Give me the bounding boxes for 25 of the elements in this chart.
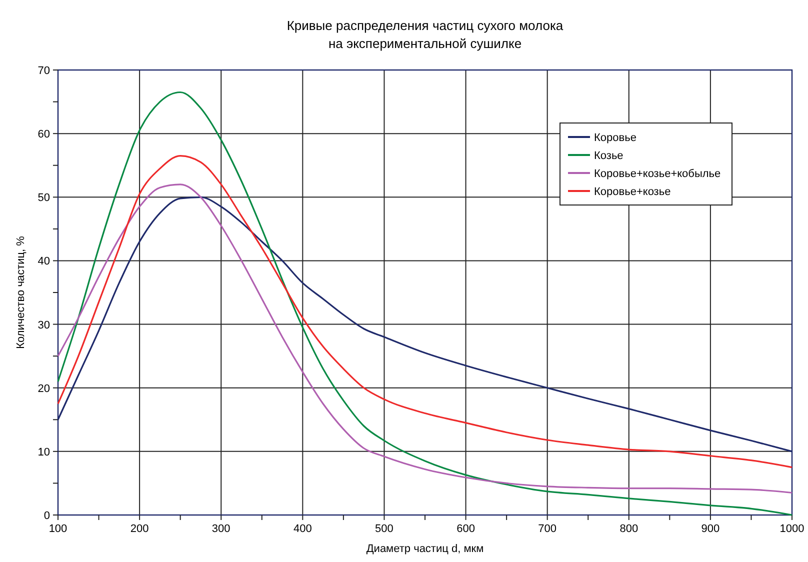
chart-title: Кривые распределения частиц сухого молока на экспериментальной сушилке	[286, 18, 564, 51]
y-axis-title: Количество частиц, %	[15, 236, 27, 349]
x-tick-label: 300	[212, 523, 230, 535]
y-tick-label: 60	[38, 128, 50, 141]
y-tick-label: 0	[44, 510, 50, 522]
x-tick-label: 700	[538, 523, 557, 535]
x-tick-label: 500	[375, 523, 394, 535]
x-tick-label: 100	[48, 523, 68, 535]
x-axis-title: Диаметр частиц d, мкм	[366, 543, 484, 555]
x-tick-label: 800	[620, 523, 638, 535]
legend-label: Коровье+козье+кобылье	[594, 168, 721, 180]
y-tick-label: 50	[38, 192, 50, 204]
y-tick-label: 70	[38, 65, 50, 77]
x-tick-label: 1000	[780, 523, 804, 535]
y-tick-label: 30	[38, 319, 50, 332]
x-tick-label: 400	[293, 523, 312, 535]
legend-label: Коровье	[594, 132, 636, 144]
x-tick-label: 900	[701, 523, 720, 535]
legend-label: Коровье+козье	[594, 186, 671, 198]
y-tick-label: 20	[38, 382, 50, 395]
legend-label: Козье	[594, 150, 624, 162]
y-tick-label: 40	[38, 256, 50, 268]
x-tick-label: 200	[130, 523, 149, 535]
x-tick-label: 600	[456, 523, 475, 535]
y-tick-label: 10	[38, 446, 50, 458]
